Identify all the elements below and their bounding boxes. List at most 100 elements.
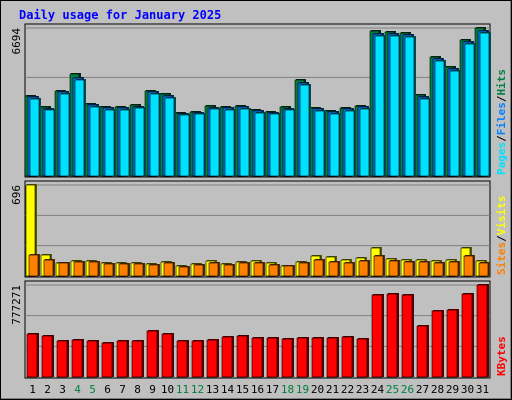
bar-kbytes-day-29 xyxy=(446,309,459,378)
bar-face xyxy=(29,98,40,177)
bar-sites-day-26 xyxy=(403,261,415,277)
bar-sites-day-31 xyxy=(478,262,490,277)
bar-face xyxy=(298,262,309,277)
bar-sites-day-29 xyxy=(448,261,460,277)
bar-pages-day-26 xyxy=(404,36,416,177)
bar-sites-day-4 xyxy=(73,261,85,277)
bar-sites-day-17 xyxy=(268,264,280,277)
bar-pages-day-29 xyxy=(449,70,461,177)
bar-face xyxy=(119,109,130,177)
ylabel-part-sites: Sites xyxy=(495,242,508,275)
bar-kbytes-day-31 xyxy=(476,284,489,378)
bar-pages-day-17 xyxy=(269,113,281,177)
x-tick-label-16: 16 xyxy=(251,383,264,396)
bar-face xyxy=(359,108,370,177)
bar-face xyxy=(104,109,115,177)
bar-pages-day-3 xyxy=(59,93,71,177)
x-tick-label-27: 27 xyxy=(416,383,429,396)
bar-pages-day-7 xyxy=(119,109,131,177)
x-tick-label-4: 4 xyxy=(74,383,81,396)
bar-pages-day-1 xyxy=(29,98,41,177)
bar-face xyxy=(73,261,84,277)
bar-face xyxy=(464,43,475,177)
bar-face xyxy=(418,261,429,277)
ylabel-separator: / xyxy=(495,135,508,142)
bar-face xyxy=(253,262,264,277)
bar-face xyxy=(59,93,70,177)
bar-face xyxy=(283,265,294,277)
bar-face xyxy=(164,97,175,177)
bar-sites-day-20 xyxy=(313,259,325,277)
bar-face xyxy=(178,266,189,277)
bar-kbytes-day-30 xyxy=(461,293,474,378)
x-tick-label-10: 10 xyxy=(161,383,174,396)
panel-visits-max-label: 696 xyxy=(10,185,23,205)
bar-face xyxy=(328,261,339,277)
x-tick-label-17: 17 xyxy=(266,383,279,396)
bar-face xyxy=(478,262,489,277)
bar-face xyxy=(404,36,415,177)
bar-kbytes-day-2 xyxy=(41,335,54,378)
bar-face xyxy=(238,262,249,277)
ylabel-part-pages: Pages xyxy=(495,142,508,175)
bar-face xyxy=(103,263,114,277)
bar-sites-day-28 xyxy=(433,262,445,277)
bar-kbytes-day-15 xyxy=(236,335,249,378)
x-tick-label-20: 20 xyxy=(311,383,324,396)
bar-face xyxy=(326,337,338,378)
bar-face xyxy=(299,84,310,177)
bar-face xyxy=(251,337,263,378)
bar-kbytes-day-19 xyxy=(296,337,309,378)
bar-face xyxy=(223,264,234,277)
ylabel-separator: / xyxy=(495,235,508,242)
ylabel-separator: / xyxy=(495,95,508,102)
bar-pages-day-2 xyxy=(44,109,56,177)
bar-kbytes-day-7 xyxy=(116,340,129,378)
bar-sites-day-23 xyxy=(358,260,370,277)
bar-face xyxy=(41,335,53,378)
bar-sites-day-14 xyxy=(223,264,235,277)
bar-pages-day-22 xyxy=(344,110,356,177)
bar-face xyxy=(269,113,280,177)
bar-face xyxy=(389,35,400,177)
bar-face xyxy=(311,337,323,378)
bar-face xyxy=(433,262,444,277)
bar-kbytes-day-10 xyxy=(161,333,174,378)
bar-pages-day-20 xyxy=(314,110,326,177)
x-tick-label-25: 25 xyxy=(386,383,399,396)
bar-face xyxy=(431,310,443,378)
bar-kbytes-day-24 xyxy=(371,294,384,378)
chart-title: Daily usage for January 2025 xyxy=(19,8,221,22)
bar-face xyxy=(281,338,293,378)
bar-face xyxy=(209,108,220,177)
bar-face xyxy=(206,339,218,378)
bar-sites-day-9 xyxy=(148,264,160,277)
x-tick-label-6: 6 xyxy=(104,383,111,396)
bar-pages-day-16 xyxy=(254,112,266,177)
bar-kbytes-day-12 xyxy=(191,340,204,378)
x-tick-label-11: 11 xyxy=(176,383,189,396)
bar-sites-day-11 xyxy=(178,266,190,277)
x-tick-label-15: 15 xyxy=(236,383,249,396)
bar-face xyxy=(193,264,204,277)
panel-kbytes-max-label: 777271 xyxy=(10,285,23,325)
x-tick-label-28: 28 xyxy=(431,383,444,396)
bar-pages-day-9 xyxy=(149,93,161,177)
bar-face xyxy=(74,79,85,177)
bar-face xyxy=(479,32,490,177)
bar-sites-day-1 xyxy=(28,254,40,277)
bar-face xyxy=(131,340,143,378)
bar-kbytes-day-11 xyxy=(176,340,189,378)
bar-face xyxy=(28,254,39,277)
bar-sites-day-19 xyxy=(298,262,310,277)
bar-face xyxy=(386,293,398,378)
bar-sites-day-3 xyxy=(58,262,70,277)
bar-pages-day-8 xyxy=(134,107,146,177)
bar-face xyxy=(403,261,414,277)
bar-pages-day-6 xyxy=(104,109,116,177)
bar-face xyxy=(388,260,399,277)
bar-face xyxy=(358,260,369,277)
x-tick-label-12: 12 xyxy=(191,383,204,396)
x-tick-label-29: 29 xyxy=(446,383,459,396)
